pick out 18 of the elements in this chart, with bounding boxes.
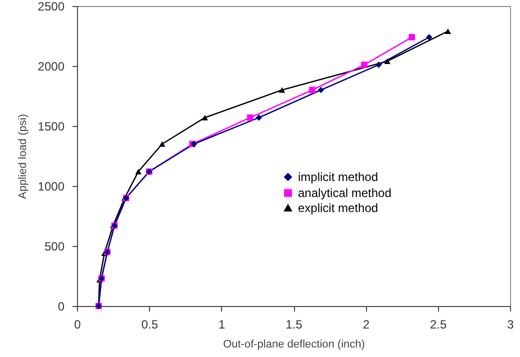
y-tick-label: 2500 (38, 0, 65, 14)
y-tick-label: 500 (44, 240, 65, 254)
x-tick-label: 2 (362, 318, 370, 332)
y-axis-title: Applied load (psi) (16, 114, 29, 199)
x-tick-label: 3 (507, 318, 514, 332)
x-tick-label: 2.5 (430, 318, 447, 332)
y-tick-label: 1500 (38, 120, 65, 134)
y-tick-label: 0 (58, 300, 65, 314)
x-axis-title: Out-of-plane deflection (inch) (223, 338, 365, 350)
y-tick-label: 1000 (38, 180, 65, 194)
y-tick-label: 2000 (38, 60, 65, 74)
legend-label: analytical method (298, 186, 392, 200)
x-tick-label: 0.5 (141, 318, 158, 332)
x-tick-label: 1 (218, 318, 226, 332)
legend-label: explicit method (298, 201, 378, 215)
x-tick-label: 0 (74, 318, 82, 332)
x-tick-label: 1.5 (286, 318, 303, 332)
legend-label: implicit method (298, 170, 378, 184)
